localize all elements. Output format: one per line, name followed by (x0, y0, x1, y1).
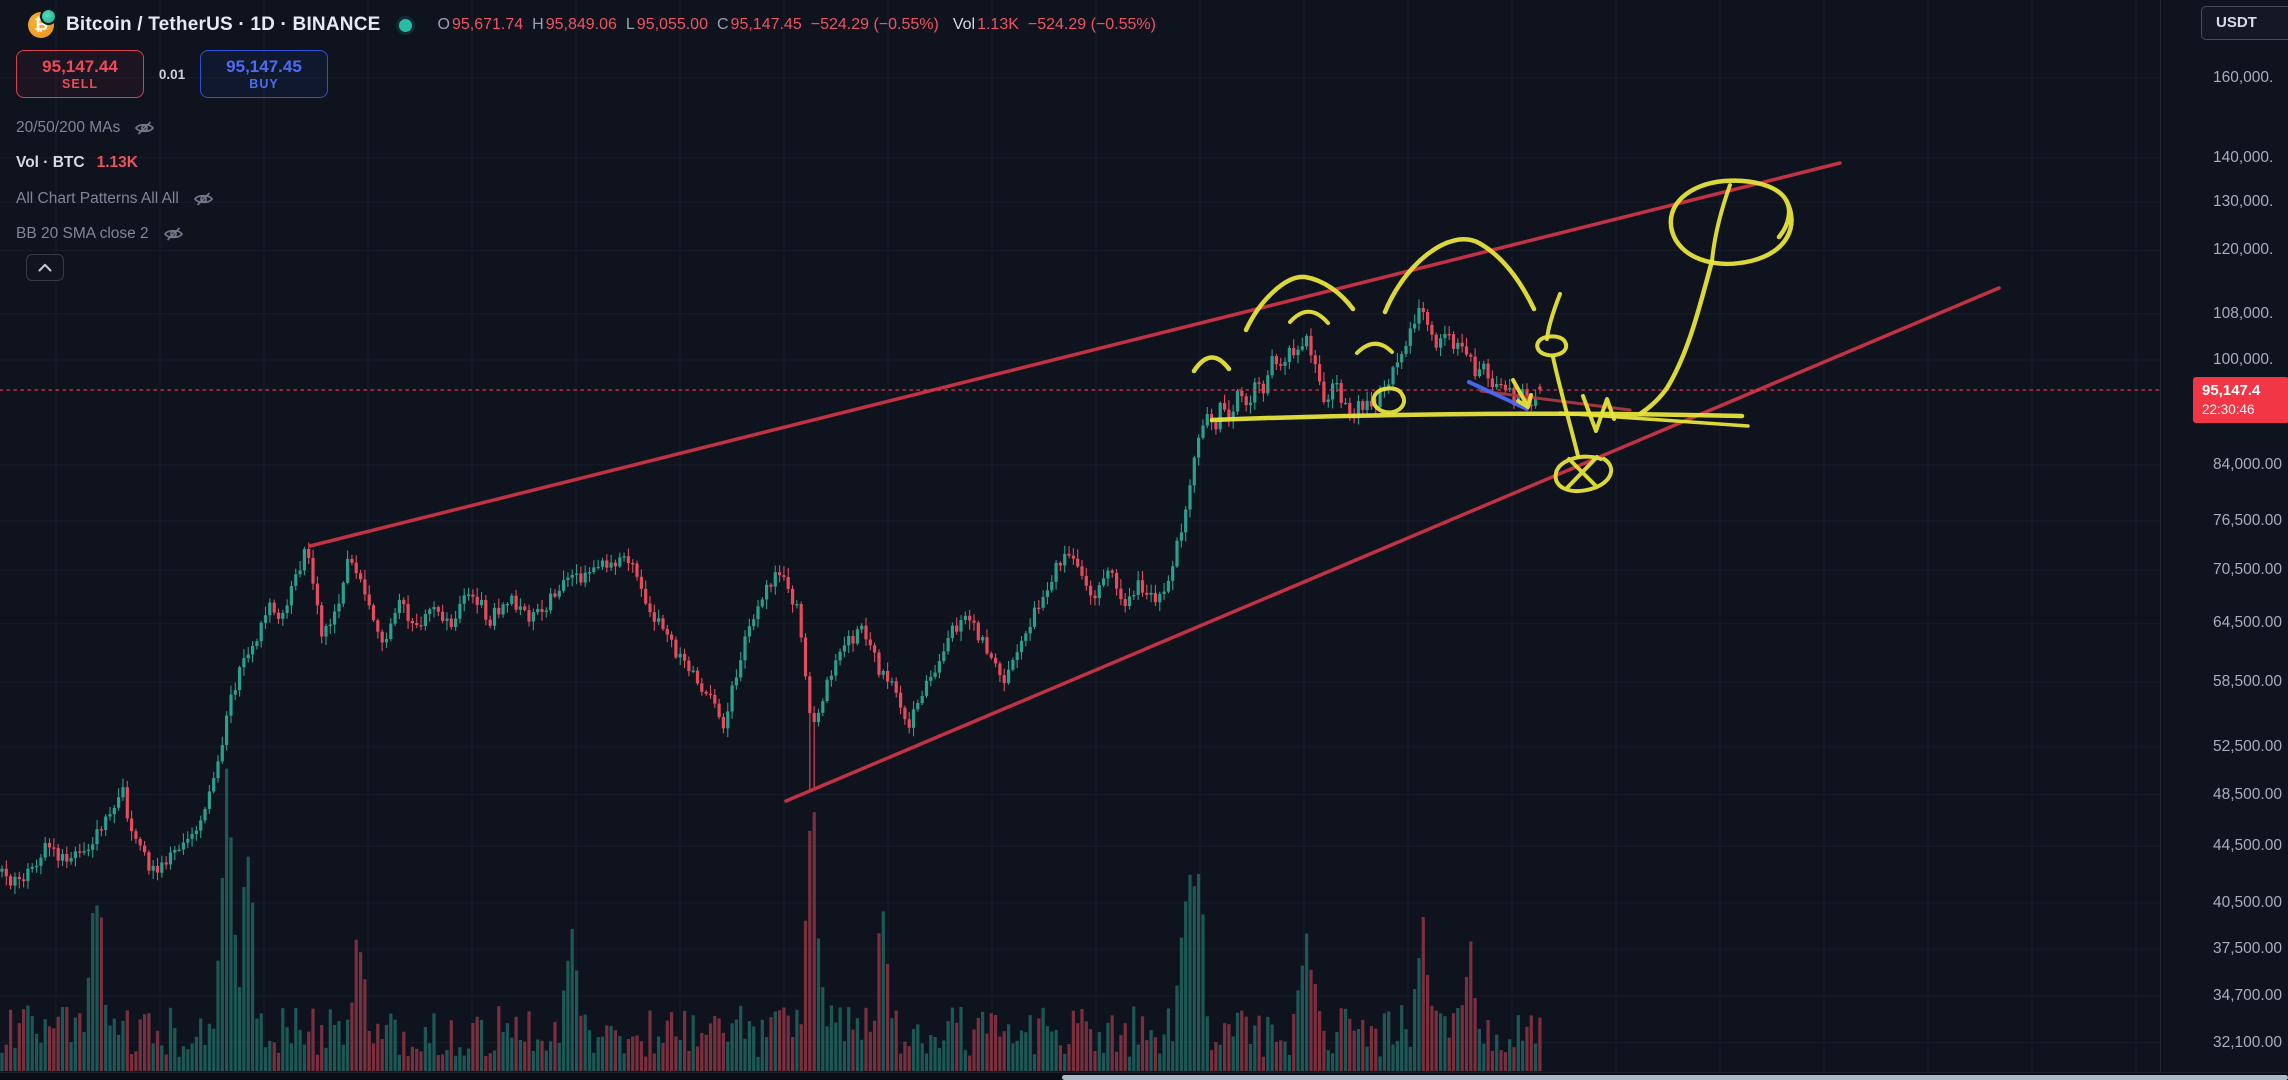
collapse-legend-button[interactable] (26, 254, 64, 281)
candles (0, 299, 1542, 895)
indicator-row-bollinger[interactable]: BB 20 SMA close 2 (16, 224, 184, 244)
price-tick-label: 76,500.00 (2213, 512, 2282, 529)
patterns-indicator-label: All Chart Patterns All All (16, 190, 179, 207)
breakdown-line-blue[interactable] (1467, 380, 1529, 411)
change-value: −524.29 (−0.55%) (810, 16, 939, 33)
price-tick-label: 160,000. (2213, 69, 2274, 86)
indicator-row-mas[interactable]: 20/50/200 MAs (16, 118, 155, 138)
volume-label: Vol (952, 16, 976, 33)
sell-button[interactable]: 95,147.44 SELL (16, 50, 144, 98)
volume-histogram (0, 768, 1542, 1071)
price-tick-label: 44,500.00 (2213, 837, 2282, 854)
high-label: H (532, 16, 544, 33)
upper-channel-line[interactable] (308, 161, 1842, 548)
arc-small-3[interactable] (1355, 341, 1394, 355)
down-arrow[interactable] (1511, 378, 1533, 409)
arc-large-2[interactable] (1382, 237, 1537, 315)
price-axis[interactable]: USDT 160,000. 140,000. 130,000. 120,000. 108… (2160, 0, 2288, 1072)
price-tick-label: 52,500.00 (2213, 738, 2282, 755)
price-tick-label: 130,000. (2213, 193, 2274, 210)
chevron-up-icon (38, 263, 52, 272)
arc-small-1[interactable] (1191, 355, 1232, 374)
close-value: 95,147.45 (730, 16, 802, 33)
low-value: 95,055.00 (636, 16, 708, 33)
symbol-header: ₿ Bitcoin / TetherUS · 1D · BINANCE O 95,… (28, 8, 1156, 40)
bar-countdown: 22:30:46 (2202, 402, 2255, 417)
low-label: L (625, 16, 635, 33)
time-axis[interactable] (0, 1072, 2288, 1080)
zigzag-arrow[interactable] (1581, 394, 1616, 433)
price-tick-label: 70,500.00 (2213, 561, 2282, 578)
buy-price: 95,147.45 (226, 56, 302, 76)
volume-indicator-value: 1.13K (96, 154, 138, 171)
projection-circle-stem[interactable] (1710, 183, 1732, 263)
trade-buttons-row: 95,147.44 SELL 0.01 95,147.45 BUY (16, 50, 328, 98)
candlestick-chart[interactable] (0, 0, 2160, 1072)
eye-off-icon[interactable] (163, 224, 184, 244)
arc-large-1[interactable] (1243, 274, 1356, 333)
current-price-label: 95,147.4 22:30:46 (2193, 377, 2288, 423)
eye-off-icon[interactable] (193, 189, 214, 209)
price-tick-label: 58,500.00 (2213, 673, 2282, 690)
lower-channel-line[interactable] (784, 286, 2001, 803)
close-label: C (716, 16, 729, 33)
indicator-row-patterns[interactable]: All Chart Patterns All All (16, 189, 214, 209)
volume-indicator-label: Vol · BTC (16, 154, 85, 171)
bollinger-indicator-label: BB 20 SMA close 2 (16, 225, 149, 242)
open-label: O (437, 16, 450, 33)
price-tick-label: 64,500.00 (2213, 614, 2282, 631)
price-tick-label: 32,100.00 (2213, 1034, 2282, 1051)
price-tick-label: 140,000. (2213, 149, 2274, 166)
flag-pole-lower[interactable] (1551, 355, 1580, 458)
volume-change-value: −524.29 (−0.55%) (1027, 16, 1156, 33)
circle-annotation[interactable] (1371, 386, 1407, 415)
high-value: 95,849.06 (545, 16, 617, 33)
price-tick-label: 34,700.00 (2213, 987, 2282, 1004)
sell-price: 95,147.44 (42, 56, 118, 76)
arc-small-2[interactable] (1288, 309, 1330, 325)
indicator-row-volume[interactable]: Vol · BTC 1.13K (16, 154, 138, 172)
price-tick-label: 84,000.00 (2213, 456, 2282, 473)
buy-button[interactable]: 95,147.45 BUY (200, 50, 328, 98)
open-value: 95,671.74 (451, 16, 524, 33)
currency-toggle-button[interactable]: USDT (2201, 6, 2288, 40)
buy-label: BUY (249, 76, 279, 91)
price-tick-label: 108,000. (2213, 305, 2274, 322)
target-circle-x[interactable] (1553, 454, 1614, 493)
volume-value: 1.13K (977, 16, 1019, 33)
neckline-yellow[interactable] (1209, 411, 1745, 423)
video-progress-bar[interactable] (1062, 1075, 2288, 1080)
price-tick-label: 48,500.00 (2213, 786, 2282, 803)
current-price-value: 95,147.4 (2202, 382, 2261, 399)
symbol-title[interactable]: Bitcoin / TetherUS · 1D · BINANCE (66, 14, 381, 35)
spread-value: 0.01 (158, 66, 186, 82)
flag-ellipse[interactable] (1535, 334, 1569, 358)
market-status-icon (398, 18, 412, 32)
price-tick-label: 37,500.00 (2213, 940, 2282, 957)
price-tick-label: 100,000. (2213, 351, 2274, 368)
price-tick-label: 120,000. (2213, 241, 2274, 258)
eye-off-icon[interactable] (134, 118, 155, 138)
projection-curve[interactable] (1637, 258, 1715, 417)
ohlc-readout: O 95,671.74 H 95,849.06 L 95,055.00 C 95,147… (438, 16, 1156, 34)
price-tick-label: 40,500.00 (2213, 894, 2282, 911)
projection-target-circle[interactable] (1668, 178, 1794, 267)
flag-pole-upper[interactable] (1545, 292, 1562, 341)
sell-label: SELL (62, 76, 98, 91)
mas-indicator-label: 20/50/200 MAs (16, 119, 121, 136)
bitcoin-icon: ₿ (28, 8, 57, 38)
